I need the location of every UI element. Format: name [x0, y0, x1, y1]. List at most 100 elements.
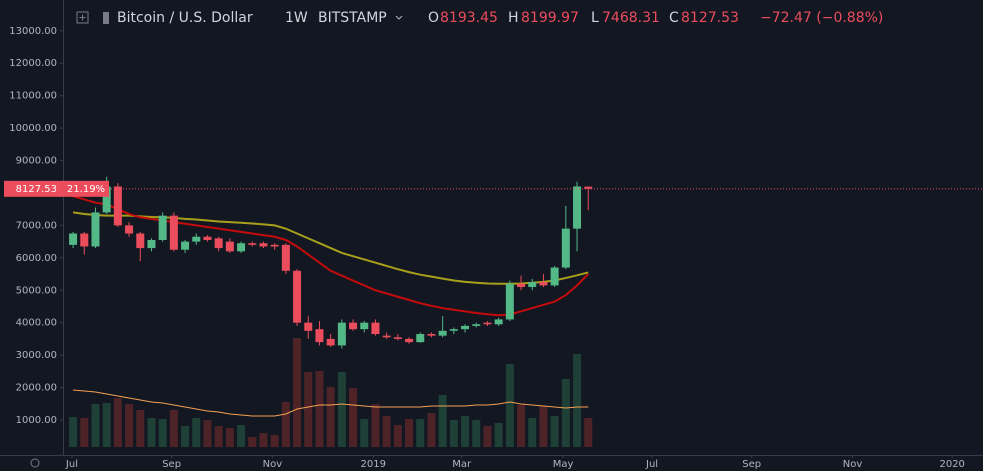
y-tick-label: 10000.00	[9, 123, 57, 134]
price-label: 8127.53	[16, 184, 57, 195]
candle-body	[203, 236, 212, 240]
candle-body	[405, 338, 414, 343]
y-tick-label: 6000.00	[16, 253, 57, 264]
volume-bar	[326, 387, 335, 447]
volume-bar	[169, 410, 178, 447]
volume-bar	[371, 404, 380, 447]
candle-body	[304, 322, 313, 331]
l-label: L	[591, 10, 599, 26]
candle-body	[337, 322, 346, 346]
volume-bar	[550, 416, 559, 447]
x-tick-label: 2019	[360, 459, 385, 470]
volume-bar	[584, 418, 593, 447]
candle-body	[326, 338, 335, 346]
o-value: 8193.45	[440, 10, 498, 26]
symbol: Bitcoin / U.S. Dollar	[117, 10, 253, 26]
volume-bar	[561, 379, 570, 447]
volume-bar	[315, 371, 324, 447]
volume-bar	[281, 402, 290, 447]
candle-body	[91, 212, 100, 247]
change: −72.47 (−0.88%)	[760, 10, 883, 26]
volume-bar	[304, 372, 313, 447]
volume-bar	[494, 423, 503, 447]
volume-bar	[360, 419, 369, 447]
y-tick-label: 4000.00	[16, 318, 57, 329]
candle-body	[461, 325, 470, 330]
candle-body	[416, 334, 425, 343]
candle-body	[349, 322, 358, 330]
x-tick-label: 2020	[939, 459, 964, 470]
c-label: C	[669, 10, 679, 26]
candle-body	[125, 225, 134, 234]
candle-body	[360, 322, 369, 330]
x-tick-label: Sep	[162, 459, 181, 470]
volume-bar	[349, 388, 358, 447]
volume-bar	[393, 425, 402, 447]
dropdown-chevron[interactable]	[395, 15, 403, 20]
candle-body	[136, 233, 145, 249]
candle-body	[505, 283, 514, 320]
price-label-box	[4, 180, 63, 197]
volume-bar	[102, 403, 111, 447]
candle-body	[393, 337, 402, 339]
candle-body	[69, 233, 78, 245]
candle-body	[225, 241, 234, 252]
candle-body	[102, 186, 111, 213]
volume-bar	[136, 410, 145, 447]
candle-body	[371, 322, 380, 335]
volume-bar	[259, 433, 268, 447]
volume-layer	[69, 338, 593, 447]
c-value: 8127.53	[681, 10, 739, 26]
candle-body	[427, 334, 436, 336]
interval[interactable]: 1W	[285, 10, 308, 26]
candle-body	[528, 282, 537, 288]
candle-body	[449, 329, 458, 331]
candle-body	[158, 215, 167, 240]
volume-bar	[192, 418, 201, 447]
volume-bar	[517, 405, 526, 447]
volume-bar	[270, 435, 279, 447]
y-tick-label: 12000.00	[9, 58, 57, 69]
x-tick-label: Nov	[843, 459, 863, 470]
candle-body	[438, 330, 447, 336]
volume-bar	[539, 406, 548, 447]
h-label: H	[508, 10, 519, 26]
volume-bar	[405, 419, 414, 447]
volume-bar	[80, 418, 89, 447]
candle-body	[147, 239, 156, 249]
x-tick-label: Mar	[452, 459, 472, 470]
h-value: 8199.97	[521, 10, 579, 26]
volume-bar	[449, 420, 458, 447]
y-tick-label: 2000.00	[16, 383, 57, 394]
volume-bar	[91, 404, 100, 447]
volume-bar	[483, 426, 492, 447]
y-tick-label: 7000.00	[16, 220, 57, 231]
volume-bar	[237, 425, 246, 447]
candle-body	[382, 335, 391, 338]
volume-bar	[248, 437, 257, 447]
y-tick-label: 9000.00	[16, 156, 57, 167]
l-value: 7468.31	[602, 10, 660, 26]
candle-body	[259, 243, 268, 247]
o-label: O	[428, 10, 439, 26]
volume-bar	[158, 419, 167, 447]
expand-icon[interactable]	[76, 11, 89, 24]
candle-body	[293, 270, 302, 323]
candle-body	[181, 241, 190, 250]
volume-bar	[181, 426, 190, 447]
gear[interactable]	[30, 458, 40, 468]
settings-icon[interactable]	[30, 458, 40, 468]
candle-body	[315, 329, 324, 343]
x-tick-label: May	[553, 459, 574, 470]
candle-body	[237, 243, 246, 252]
candle-body	[517, 283, 526, 288]
volume-bar	[214, 426, 223, 447]
candle-body	[584, 186, 593, 189]
volume-bar	[472, 420, 481, 447]
candle-body	[494, 319, 503, 325]
x-tick-label: Sep	[742, 459, 761, 470]
candle-body	[550, 267, 559, 286]
volume-ma	[73, 389, 589, 417]
volume-bar	[203, 420, 212, 447]
